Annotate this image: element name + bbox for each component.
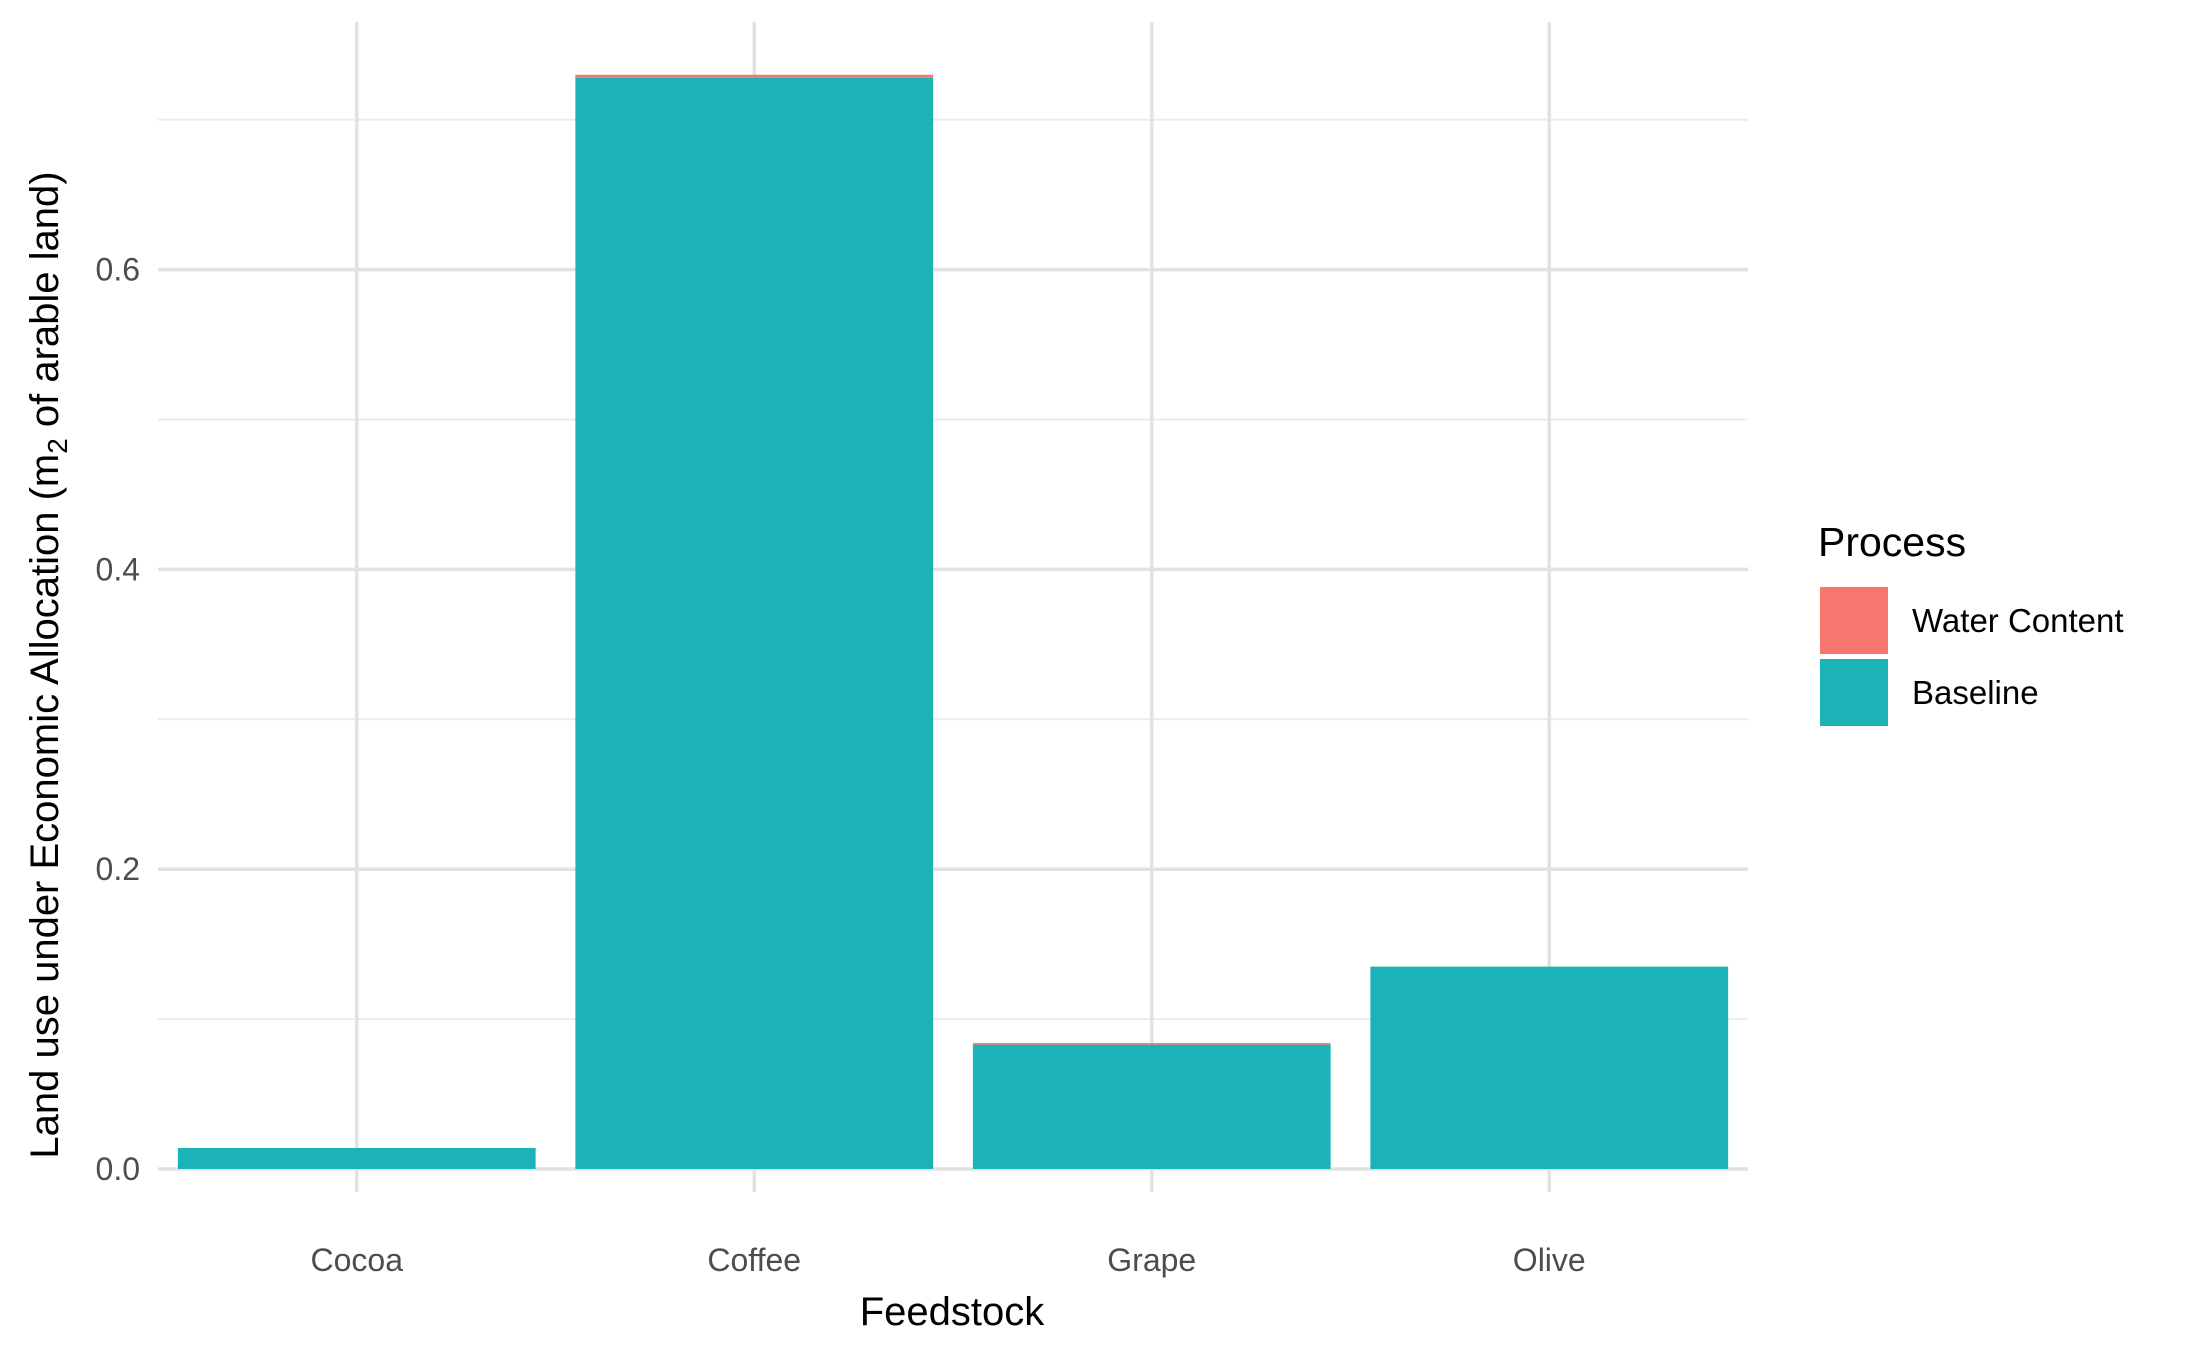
x-tick-label: Olive [1513, 1242, 1586, 1278]
bar-grape-water-content [972, 1043, 1331, 1045]
bars [177, 74, 1729, 1169]
y-tick-label: 0.4 [96, 551, 140, 587]
bar-olive-baseline [1370, 966, 1729, 1169]
bar-cocoa-baseline [177, 1148, 536, 1169]
bar-coffee-baseline [575, 77, 934, 1169]
x-axis-title: Feedstock [860, 1290, 1046, 1334]
legend-label-baseline: Baseline [1912, 674, 2039, 711]
legend-key-baseline [1820, 659, 1888, 726]
legend: Process Water Content Baseline [1818, 519, 2124, 726]
x-tick-label: Cocoa [311, 1242, 404, 1278]
legend-key-water-content [1820, 587, 1888, 654]
y-axis-title-prefix: Land use under Economic Allocation (m [23, 454, 67, 1159]
y-axis-ticks: 0.0 0.2 0.4 0.6 [96, 252, 140, 1187]
x-tick-label: Coffee [707, 1242, 801, 1278]
bar-coffee-water-content [575, 74, 934, 78]
y-axis-title-suffix: of arable land) [23, 171, 67, 438]
legend-label-water-content: Water Content [1912, 602, 2124, 639]
y-tick-label: 0.0 [96, 1151, 140, 1187]
y-tick-label: 0.6 [96, 252, 140, 288]
y-axis-title: Land use under Economic Allocation (m2 o… [23, 171, 73, 1158]
legend-title: Process [1818, 519, 1966, 565]
y-tick-label: 0.2 [96, 851, 140, 887]
x-axis-ticks: Cocoa Coffee Grape Olive [311, 1242, 1586, 1278]
x-tick-label: Grape [1107, 1242, 1196, 1278]
bar-grape-baseline [972, 1044, 1331, 1169]
y-axis-title-subscript: 2 [42, 438, 73, 454]
